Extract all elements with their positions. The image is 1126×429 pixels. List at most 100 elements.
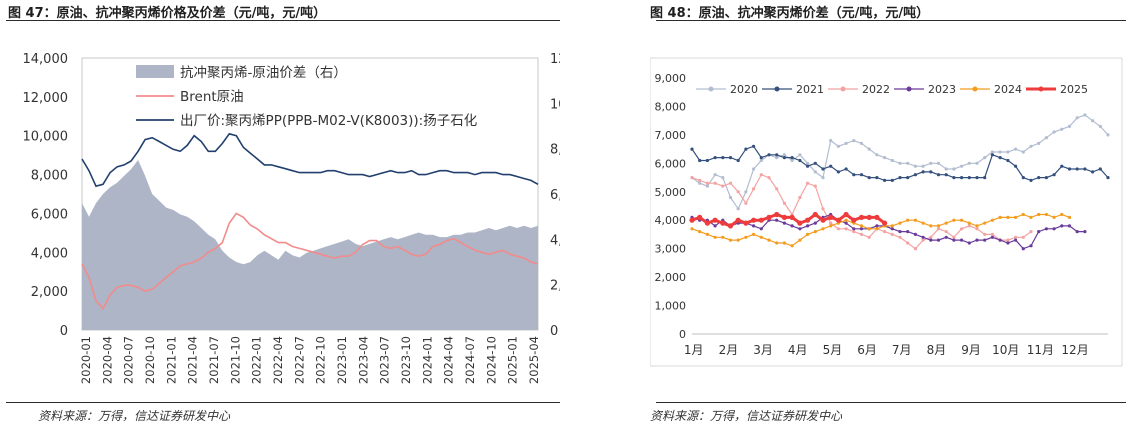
series-point-2020 (736, 207, 740, 211)
series-point-2022 (929, 235, 933, 239)
right-y-tick-label: 8,000 (550, 143, 560, 158)
month-label: 4月 (788, 343, 808, 357)
series-point-2021 (759, 156, 763, 160)
series-point-2021 (883, 178, 887, 182)
figure-48-bottom-rule (656, 402, 1126, 403)
series-point-2020 (1037, 141, 1041, 145)
series-point-2022 (736, 190, 740, 194)
series-point-2024 (1060, 212, 1064, 217)
series-point-2020 (1083, 113, 1087, 117)
series-point-2023 (1075, 230, 1079, 234)
series-point-2023 (929, 238, 933, 242)
series-point-2025 (882, 220, 888, 226)
legend-marker-2024 (972, 86, 978, 92)
series-point-2021 (1006, 158, 1010, 163)
figure-48-source: 资料来源：万得，信达证券研发中心 (650, 409, 843, 423)
left-y-tick-label: 2,000 (31, 285, 68, 300)
series-point-2020 (713, 173, 717, 177)
x-tick-label: 2020-07 (122, 336, 136, 384)
series-point-2021 (721, 156, 725, 160)
series-point-2024 (867, 227, 871, 231)
series-point-2024 (767, 238, 771, 242)
series-point-2021 (1106, 176, 1110, 180)
series-point-2021 (1098, 167, 1102, 171)
series-point-2021 (782, 156, 786, 160)
series-point-2021 (1083, 167, 1087, 171)
series-point-2022 (859, 232, 864, 236)
series-point-2024 (690, 227, 694, 231)
series-point-2022 (821, 207, 825, 211)
series-point-2025 (727, 223, 734, 229)
brent-line-series (81, 212, 539, 310)
series-point-2023 (713, 224, 717, 228)
series-point-2021 (705, 158, 709, 163)
series-point-2024 (875, 227, 879, 231)
series-point-2020 (1060, 127, 1064, 131)
y-tick-label-48: 2,000 (655, 271, 687, 284)
y-tick-label-48: 0 (679, 328, 686, 341)
series-point-2021 (944, 173, 948, 177)
y-tick-label-48: 6,000 (655, 157, 687, 170)
figure-48-panel: 图 48：原油、抗冲聚丙烯价差（元/吨，元/吨） 0 1,000 2,000 3,00… (650, 0, 1126, 429)
x-tick-label: 2022-10 (314, 336, 328, 384)
series-point-2020 (852, 139, 856, 143)
series-point-2024 (759, 235, 763, 239)
series-point-2022 (698, 178, 702, 182)
series-point-2022 (744, 201, 748, 205)
x-tick-label: 2021-07 (207, 336, 221, 384)
left-y-tick-label: 0 (60, 324, 68, 339)
right-y-tick-label: 12,000 (550, 52, 560, 67)
series-point-2024 (813, 230, 817, 234)
series-point-2020 (798, 153, 802, 157)
right-y-tick-label: 4,000 (550, 233, 560, 248)
y-tick-label-48: 8,000 (655, 100, 687, 113)
series-point-2021 (1067, 167, 1072, 171)
series-point-2022 (921, 238, 925, 242)
x-tick-label: 2023-04 (356, 336, 370, 384)
y-tick-label-48: 4,000 (655, 214, 687, 227)
month-label: 5月 (823, 343, 843, 357)
series-point-2025 (843, 211, 849, 218)
series-point-2022 (721, 184, 725, 188)
series-point-2022 (798, 195, 802, 200)
series-point-2023 (1044, 227, 1048, 231)
series-point-2025 (874, 214, 880, 220)
legend-marker-2021 (774, 86, 780, 92)
series-point-2020 (960, 164, 964, 168)
x-tick-label: 2022-04 (271, 336, 285, 384)
series-point-2021 (829, 164, 833, 168)
series-point-2021 (1014, 164, 1018, 168)
series-point-2024 (960, 218, 964, 222)
series-point-2020 (782, 153, 786, 157)
month-label: 6月 (857, 343, 877, 357)
series-point-2022 (1006, 238, 1010, 242)
series-point-2024 (705, 232, 709, 236)
series-point-2023 (806, 224, 810, 228)
series-point-2023 (998, 238, 1002, 242)
series-point-2023 (775, 218, 779, 222)
y-tick-label-48: 3,000 (655, 243, 687, 256)
series-point-2021 (921, 170, 925, 174)
series-point-2020 (952, 167, 956, 171)
series-point-2025 (751, 217, 757, 223)
left-y-tick-label: 14,000 (23, 52, 69, 67)
series-line-2023 (691, 213, 1085, 250)
series-point-2023 (944, 235, 948, 239)
x-tick-label: 2024-04 (442, 336, 456, 384)
series-point-2021 (1037, 176, 1041, 180)
series-point-2020 (929, 161, 933, 165)
series-point-2024 (921, 221, 925, 225)
series-point-2023 (1014, 238, 1018, 242)
month-label: 8月 (927, 343, 947, 357)
series-point-2023 (759, 227, 763, 231)
series-point-2023 (1052, 227, 1056, 231)
month-label: 2月 (719, 343, 739, 357)
x-tick-label: 2022-01 (250, 336, 264, 384)
series-point-2021 (821, 167, 825, 171)
series-point-2025 (704, 220, 710, 226)
series-point-2021 (1091, 170, 1095, 174)
series-point-2021 (690, 147, 694, 151)
month-label: 9月 (961, 343, 981, 357)
series-point-2020 (698, 181, 702, 185)
series-point-2022 (952, 235, 956, 239)
